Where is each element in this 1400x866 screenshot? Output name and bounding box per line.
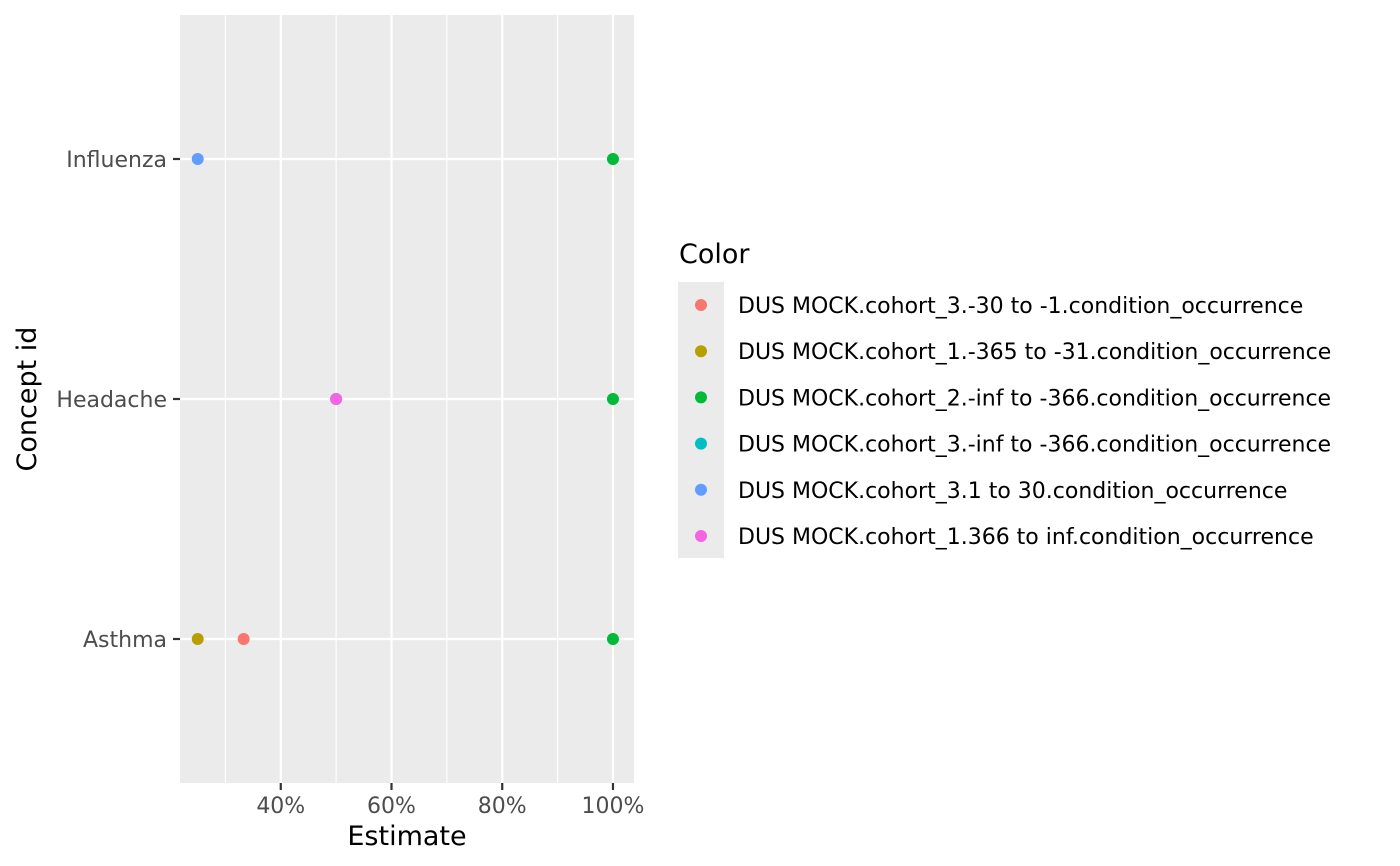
legend-label: DUS MOCK.cohort_1.366 to inf.condition_o… xyxy=(738,525,1314,550)
legend-label: DUS MOCK.cohort_3.-30 to -1.condition_oc… xyxy=(738,294,1303,319)
legend: Color DUS MOCK.cohort_3.-30 to -1.condit… xyxy=(678,239,1331,558)
data-point xyxy=(191,153,204,165)
y-tick-label: Asthma xyxy=(83,628,167,653)
legend-key xyxy=(695,483,707,496)
legend-key xyxy=(695,299,707,311)
legend-key-background xyxy=(678,282,724,558)
major-gridlines xyxy=(180,15,634,783)
y-axis: Asthma Headache Influenza xyxy=(56,148,180,653)
data-point xyxy=(606,393,619,405)
y-tick-label: Headache xyxy=(56,388,167,413)
legend-items: DUS MOCK.cohort_3.-30 to -1.condition_oc… xyxy=(695,294,1331,550)
legend-key xyxy=(695,437,707,450)
x-axis-title: Estimate xyxy=(347,821,466,852)
x-tick-label: 40% xyxy=(256,794,305,819)
legend-title: Color xyxy=(679,239,750,270)
data-point xyxy=(606,153,619,165)
x-tick-label: 100% xyxy=(582,794,645,819)
y-axis-title: Concept id xyxy=(12,327,43,472)
legend-key xyxy=(695,391,707,404)
x-axis: 40% 60% 80% 100% xyxy=(256,783,644,819)
y-tick-label: Influenza xyxy=(66,148,167,173)
legend-key xyxy=(695,530,707,542)
legend-label: DUS MOCK.cohort_3.-inf to -366.condition… xyxy=(738,433,1331,458)
data-point xyxy=(237,633,250,645)
x-tick-label: 80% xyxy=(478,794,527,819)
data-point xyxy=(191,633,204,645)
data-point xyxy=(606,633,619,645)
legend-label: DUS MOCK.cohort_3.1 to 30.condition_occu… xyxy=(738,479,1287,504)
data-points xyxy=(191,153,619,645)
legend-label: DUS MOCK.cohort_2.-inf to -366.condition… xyxy=(738,386,1331,411)
x-tick-label: 60% xyxy=(367,794,416,819)
legend-label: DUS MOCK.cohort_1.-365 to -31.condition_… xyxy=(738,340,1331,365)
data-point xyxy=(330,393,343,405)
legend-key xyxy=(695,345,707,358)
